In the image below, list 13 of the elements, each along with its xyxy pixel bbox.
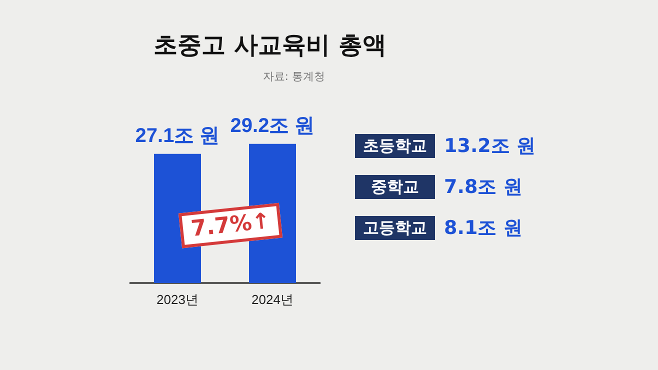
- data-label: 29.2조 원: [230, 114, 315, 137]
- x-tick-label: 2023년: [156, 292, 198, 307]
- text: 7.8조 원: [444, 175, 522, 200]
- text: 8.1조 원: [444, 216, 522, 241]
- text: 13.2조 원: [444, 134, 536, 159]
- annotation: 7.7%↑: [178, 202, 284, 248]
- chart-title: 초중고 사교육비 총액: [154, 31, 386, 59]
- data-label: 27.1조 원: [135, 124, 220, 147]
- text: 초등학교: [355, 134, 435, 158]
- chart-subtitle: 자료: 통계청: [262, 70, 325, 83]
- x-tick-label: 2024년: [252, 292, 294, 307]
- text: 고등학교: [355, 216, 435, 240]
- text: 중학교: [355, 175, 435, 199]
